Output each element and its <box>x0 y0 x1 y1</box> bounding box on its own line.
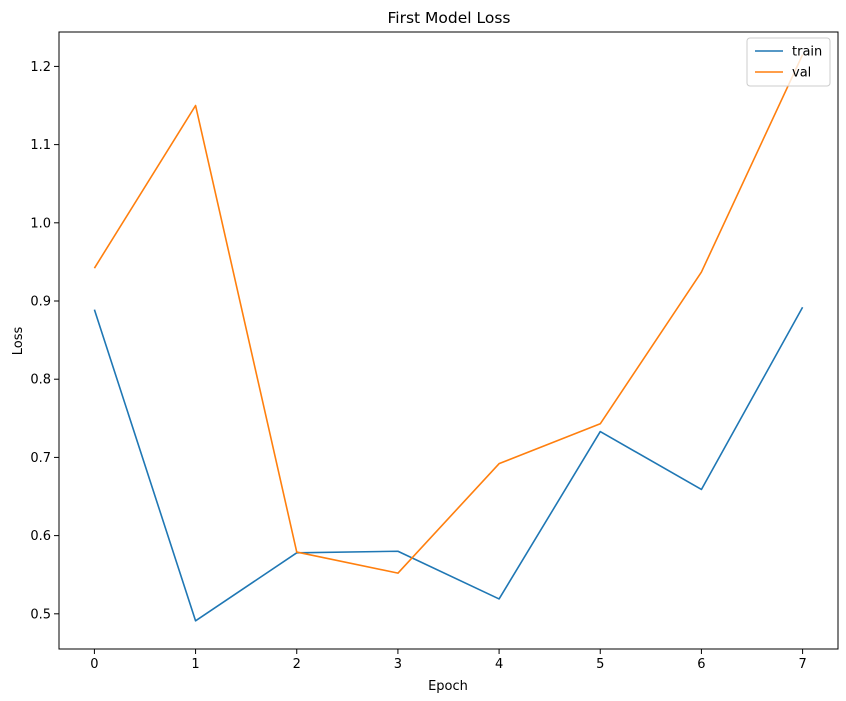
plot-frame <box>58 31 839 650</box>
x-tick-label: 0 <box>90 657 98 672</box>
x-tick-label: 7 <box>798 657 806 672</box>
x-axis-title: Epoch <box>428 679 468 694</box>
chart-title: First Model Loss <box>387 9 510 27</box>
x-axis: 0 1 2 3 4 5 6 7 <box>90 649 807 672</box>
plot-area <box>59 32 838 649</box>
legend-label-train: train <box>792 45 822 60</box>
y-axis: 0.5 0.6 0.7 0.8 0.9 1.0 1.1 1.2 <box>30 60 59 622</box>
series-line-val <box>93 54 804 574</box>
x-tick-label: 3 <box>394 657 402 672</box>
y-tick-label: 0.7 <box>30 451 51 466</box>
y-axis-title: Loss <box>11 327 26 356</box>
series-line-train <box>93 306 804 622</box>
y-tick-label: 1.1 <box>30 138 51 153</box>
series-lines <box>93 54 804 622</box>
legend-label-val: val <box>792 66 811 81</box>
legend-box <box>746 37 831 87</box>
y-tick-label: 0.8 <box>30 373 51 388</box>
y-tick-label: 0.5 <box>30 607 51 622</box>
y-tick-label: 1.0 <box>30 216 51 231</box>
y-tick-label: 1.2 <box>30 60 51 75</box>
y-tick-label: 0.9 <box>30 295 51 310</box>
x-tick-label: 1 <box>191 657 199 672</box>
x-tick-label: 4 <box>495 657 503 672</box>
legend: train val <box>746 37 831 87</box>
y-tick-label: 0.6 <box>30 529 51 544</box>
x-tick-label: 6 <box>697 657 705 672</box>
x-tick-label: 5 <box>596 657 604 672</box>
x-tick-label: 2 <box>293 657 301 672</box>
